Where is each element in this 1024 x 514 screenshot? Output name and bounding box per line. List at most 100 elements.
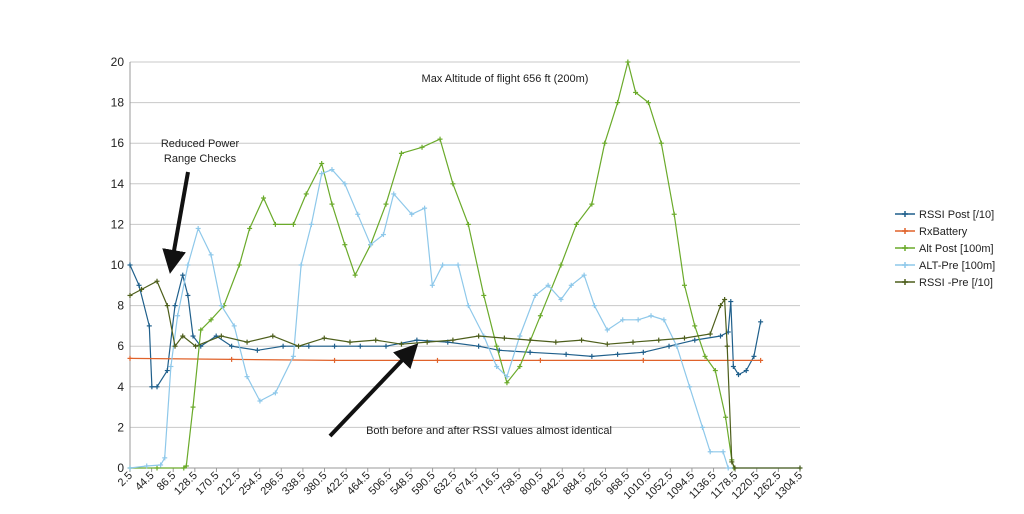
data-point <box>154 465 160 471</box>
annotation-rssi-identical: Both before and after RSSI values almost… <box>366 425 612 437</box>
y-tick-label: 8 <box>117 299 124 313</box>
data-point <box>149 384 155 390</box>
x-tick-label: 338.5 <box>280 470 308 498</box>
data-point <box>717 333 723 339</box>
data-point <box>190 404 196 410</box>
data-point <box>656 337 662 343</box>
x-tick-label: 926.5 <box>583 470 611 498</box>
legend-item: Alt Post [100m] <box>895 243 994 255</box>
x-tick-label: 506.5 <box>367 470 395 498</box>
data-point <box>168 364 174 369</box>
x-tick-label: 716.5 <box>475 470 503 498</box>
data-point <box>732 465 738 471</box>
data-point <box>254 347 260 353</box>
data-point <box>272 221 278 227</box>
data-point <box>391 191 397 197</box>
legend-item: ALT-Pre [100m] <box>895 260 995 272</box>
data-point <box>257 398 263 404</box>
data-point <box>517 364 523 369</box>
data-point <box>127 292 133 298</box>
y-tick-label: 14 <box>111 177 125 191</box>
data-point <box>164 303 170 309</box>
data-point <box>736 372 742 378</box>
data-point <box>620 317 626 323</box>
data-point <box>409 211 415 217</box>
data-point <box>455 262 461 268</box>
data-point <box>352 272 358 278</box>
data-point <box>236 262 242 268</box>
data-point <box>127 355 133 361</box>
data-point <box>244 374 250 380</box>
annotation-range-checks-line1: Reduced Power <box>161 138 240 150</box>
data-point <box>303 191 309 197</box>
data-point <box>640 357 646 363</box>
data-point <box>579 337 585 343</box>
x-tick-label: 800.5 <box>518 470 546 498</box>
legend-item: RSSI Post [/10] <box>895 209 994 221</box>
data-point <box>537 313 543 319</box>
data-point <box>501 335 507 341</box>
data-point <box>414 337 420 343</box>
y-tick-label: 10 <box>111 258 125 272</box>
data-point <box>661 317 667 323</box>
data-point <box>172 303 178 309</box>
data-point <box>296 343 302 349</box>
data-point <box>127 262 133 268</box>
data-point <box>272 390 278 396</box>
x-tick-label: 170.5 <box>194 470 222 498</box>
data-point <box>154 278 160 284</box>
data-point <box>681 282 687 288</box>
data-point <box>751 353 757 359</box>
data-point <box>193 343 199 349</box>
data-point <box>434 357 440 363</box>
data-point <box>758 319 764 325</box>
data-point <box>504 374 510 380</box>
data-point <box>139 286 145 292</box>
data-point <box>383 201 389 207</box>
y-tick-label: 2 <box>117 420 124 434</box>
data-point <box>261 195 267 201</box>
legend-label: Alt Post [100m] <box>919 243 994 255</box>
series-0 <box>127 262 764 390</box>
series-2 <box>127 59 737 471</box>
series-line <box>129 168 800 469</box>
data-point <box>615 100 621 106</box>
data-point <box>319 171 325 177</box>
data-point <box>198 327 204 333</box>
data-point <box>558 297 564 303</box>
data-point <box>347 339 353 345</box>
x-tick-label: 422.5 <box>323 470 351 498</box>
legend-label: RxBattery <box>919 226 968 238</box>
data-point <box>671 211 677 217</box>
data-point <box>635 317 641 323</box>
data-point <box>465 303 471 309</box>
data-point <box>419 144 425 150</box>
data-point <box>183 463 189 469</box>
data-point <box>208 317 214 323</box>
legend-item: RSSI -Pre [/10] <box>895 277 993 289</box>
data-point <box>180 272 186 278</box>
data-point <box>640 349 646 355</box>
data-point <box>602 140 608 146</box>
data-point <box>321 335 327 341</box>
data-point <box>355 211 361 217</box>
data-point <box>332 357 338 363</box>
data-point <box>172 343 178 349</box>
series-1 <box>127 355 764 363</box>
data-point <box>290 221 296 227</box>
data-point <box>545 282 551 288</box>
data-point <box>720 449 726 455</box>
data-point <box>308 221 314 227</box>
data-point <box>717 303 723 309</box>
y-tick-label: 18 <box>111 96 125 110</box>
data-point <box>298 262 304 268</box>
data-point <box>558 262 564 268</box>
data-point <box>136 282 142 288</box>
data-point <box>450 181 456 187</box>
data-point <box>481 292 487 298</box>
data-point <box>185 292 191 298</box>
data-point <box>127 465 133 471</box>
x-tick-label: 254.5 <box>237 470 265 498</box>
data-point <box>437 136 443 142</box>
